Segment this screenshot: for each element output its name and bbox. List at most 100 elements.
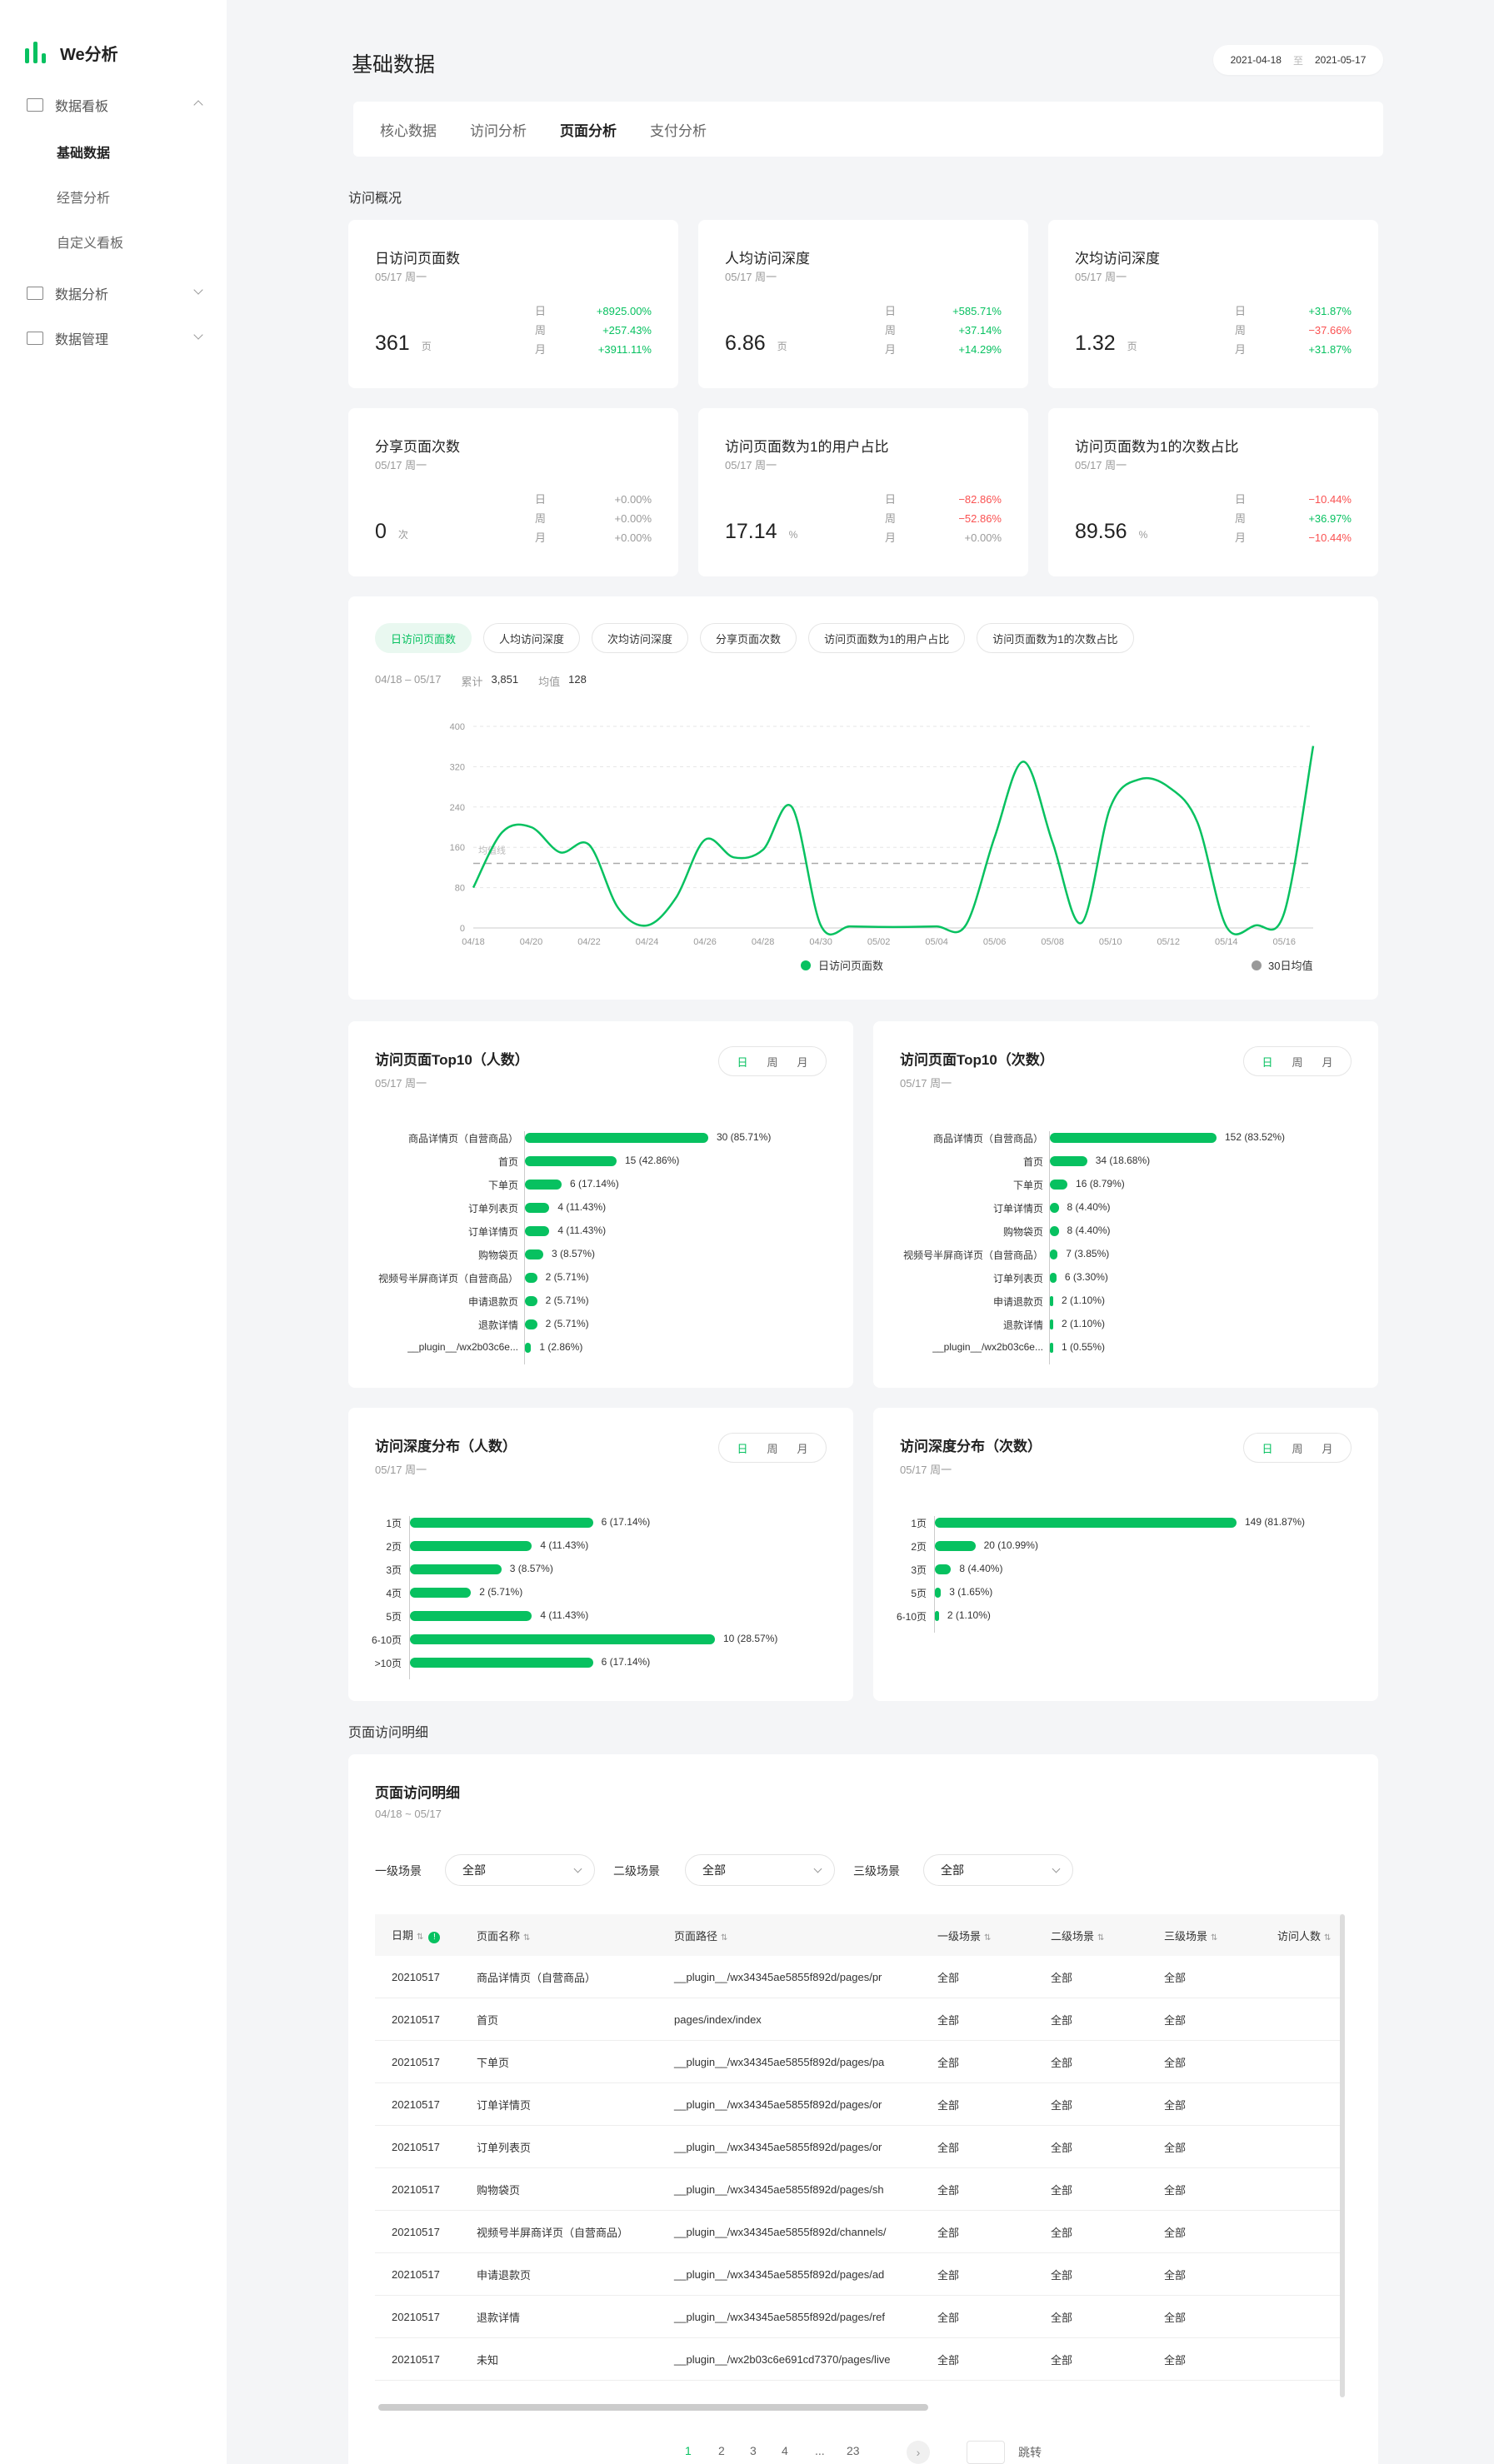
kpi-title: 次均访问深度 [1075,251,1160,267]
period-month[interactable]: 月 [797,1055,808,1069]
table-cell: 全部 [1164,2183,1187,2197]
bar-value-label: 6 (17.14%) [601,1516,651,1528]
select-level3[interactable]: 全部 [923,1854,1073,1886]
period-day[interactable]: 日 [1262,1055,1273,1069]
col-scene1[interactable]: 一级场景 ⇅ [937,1929,992,1943]
vertical-scrollbar[interactable] [1340,1914,1345,2397]
col-date[interactable]: 日期 ⇅! [375,1927,465,1943]
table-cell: 全部 [1164,1971,1187,1984]
nav-group-analysis[interactable]: 数据分析 [27,283,203,303]
metric-pill[interactable]: 次均访问深度 [592,623,689,653]
kpi-date: 05/17 周一 [375,271,427,283]
period-week[interactable]: 周 [1292,1442,1303,1455]
page-3[interactable]: 3 [750,2444,757,2457]
table-row[interactable]: 20210517 视频号半屏商详页（自营商品） __plugin__/wx34345… [375,2211,1342,2253]
tab-core-data[interactable]: 核心数据 [380,122,437,139]
period-day[interactable]: 日 [737,1442,748,1455]
bar [1050,1249,1058,1259]
jump-page-input[interactable] [967,2441,1005,2464]
nav-item-business-analysis[interactable]: 经营分析 [57,192,111,206]
page-1[interactable]: 1 [685,2444,692,2457]
tab-page-analysis[interactable]: 页面分析 [560,122,617,139]
bar [935,1541,976,1551]
bar-value-label: 2 (5.71%) [545,1294,589,1306]
nav-item-basic-data[interactable]: 基础数据 [57,147,111,161]
table-row[interactable]: 20210517 退款详情 __plugin__/wx34345ae5855f892… [375,2296,1342,2338]
app-name: We分析 [60,45,118,64]
table-cell: 全部 [1164,2056,1187,2069]
select-level1[interactable]: 全部 [445,1854,595,1886]
table-row[interactable]: 20210517 订单详情页 __plugin__/wx34345ae5855f89… [375,2083,1342,2126]
chevron-up-icon [193,100,203,110]
tab-visit-analysis[interactable]: 访问分析 [470,122,527,139]
select-level2[interactable]: 全部 [685,1854,835,1886]
bar-value-label: 2 (5.71%) [479,1586,523,1598]
table-row[interactable]: 20210517 购物袋页 __plugin__/wx34345ae5855f892… [375,2168,1342,2211]
col-scene2[interactable]: 二级场景 ⇅ [1051,1929,1105,1943]
period-month[interactable]: 月 [797,1442,808,1455]
kpi-value-wrap: 1.32 页 [1075,332,1137,356]
period-week[interactable]: 周 [767,1055,778,1069]
bar-value-label: 2 (1.10%) [1062,1318,1106,1329]
x-tick-label: 05/12 [1157,937,1180,947]
period-week[interactable]: 周 [767,1442,778,1455]
horizontal-scrollbar[interactable] [378,2404,928,2411]
col-page-name[interactable]: 页面名称 ⇅ [477,1929,531,1943]
table-row[interactable]: 20210517 未知 __plugin__/wx2b03c6e691cd7370/… [375,2338,1342,2381]
date-separator: 至 [1292,54,1303,67]
bar [935,1518,1237,1528]
app-logo[interactable]: We分析 [25,38,118,67]
metric-pill[interactable]: 访问页面数为1的用户占比 [808,623,966,653]
sort-icon: ⇅ [417,1933,424,1942]
nav-group-dashboard[interactable]: 数据看板 [27,95,203,115]
table-row[interactable]: 20210517 申请退款页 __plugin__/wx34345ae5855f89… [375,2253,1342,2296]
col-scene3[interactable]: 三级场景 ⇅ [1164,1929,1218,1943]
metric-pill[interactable]: 访问页面数为1的次数占比 [977,623,1134,653]
next-page-icon[interactable]: › [907,2441,930,2464]
metric-pill[interactable]: 日访问页面数 [375,623,472,653]
nav-item-custom-board[interactable]: 自定义看板 [57,237,124,251]
bar-label: 5页 [911,1588,927,1599]
info-icon[interactable]: ! [428,1932,441,1943]
period-day[interactable]: 日 [737,1055,748,1069]
tab-payment-analysis[interactable]: 支付分析 [650,122,707,139]
table-row[interactable]: 20210517 商品详情页（自营商品） __plugin__/wx34345ae5… [375,1956,1342,1998]
kpi-unit: 页 [1127,341,1137,352]
period-month[interactable]: 月 [1322,1442,1333,1455]
comparison-value: +257.43% [602,324,652,337]
col-visitors[interactable]: 访问人数 ⇅ [1277,1929,1332,1943]
chart-title: 访问深度分布（人数） [375,1439,517,1454]
jump-button[interactable]: 跳转 [1018,2446,1042,2459]
period-week[interactable]: 周 [1292,1055,1303,1069]
kpi-value-wrap: 89.56% [1075,520,1147,544]
table-cell: 20210517 [392,2267,440,2281]
page-4[interactable]: 4 [782,2444,788,2457]
detail-title: 页面访问明细 [375,1785,460,1801]
select-value: 全部 [941,1863,964,1877]
period-day[interactable]: 日 [1262,1442,1273,1455]
table-row[interactable]: 20210517 订单列表页 __plugin__/wx34345ae5855f89… [375,2126,1342,2168]
date-range-picker[interactable]: 2021-04-18 至 2021-05-17 [1213,45,1383,75]
table-cell: 20210517 [392,2055,440,2068]
bar-label: 2页 [911,1541,927,1553]
nav-group-manage[interactable]: 数据管理 [27,328,203,348]
comparison-label: 日 [1235,305,1247,317]
table-row[interactable]: 20210517 首页 pages/index/index 全部 全部 全部 [375,1998,1342,2041]
table-cell: 20210517 [392,2140,440,2153]
x-tick-label: 05/02 [867,937,891,947]
page-23[interactable]: 23 [847,2444,860,2457]
kpi-value: 17.14 [725,520,777,543]
period-month[interactable]: 月 [1322,1055,1333,1069]
kpi-comparison: 日 +31.87% 周 −37.66% 月 +31.87% [1235,302,1352,359]
comparison-row: 周 −52.86% [885,509,1002,528]
chevron-down-icon [1052,1864,1061,1873]
comparison-row: 日 +0.00% [535,490,652,509]
metric-pill[interactable]: 分享页面次数 [700,623,797,653]
metric-pill[interactable]: 人均访问深度 [483,623,581,653]
page-2[interactable]: 2 [718,2444,725,2457]
col-page-path[interactable]: 页面路径 ⇅ [674,1929,728,1943]
table-row[interactable]: 20210517 下单页 __plugin__/wx34345ae5855f892d… [375,2041,1342,2083]
bar-axis [1049,1131,1050,1364]
x-tick-label: 05/04 [925,937,948,947]
chart-date: 05/17 周一 [900,1077,952,1090]
